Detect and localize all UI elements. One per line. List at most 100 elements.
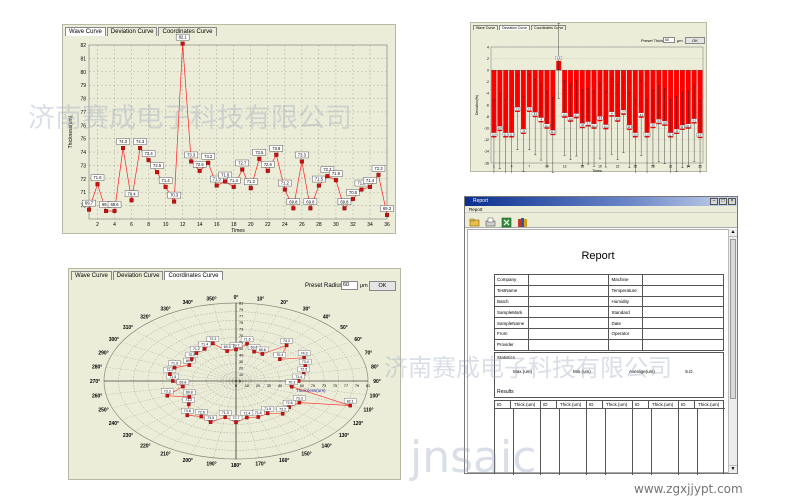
x-tick-label: 18 xyxy=(231,222,237,228)
books-icon[interactable] xyxy=(517,215,528,227)
polar-spoke xyxy=(235,321,321,382)
y-tick-label: 2 xyxy=(487,57,489,61)
tab-coordinates-curve[interactable]: Coordinates Curve xyxy=(164,271,223,280)
data-label: 82.1 xyxy=(179,35,188,40)
preset-thick-ok-button[interactable]: OK xyxy=(685,37,705,44)
y-tick-label: 73 xyxy=(80,163,86,169)
data-point xyxy=(155,170,160,175)
x-tick-label: 25 xyxy=(634,165,638,169)
x-tick-label: 32 xyxy=(350,222,356,228)
data-label-box xyxy=(380,205,394,212)
data-point xyxy=(350,196,355,201)
minimize-icon[interactable]: – xyxy=(710,198,718,205)
data-point xyxy=(172,366,177,370)
stat-max: Max.(um) xyxy=(513,369,532,374)
data-point xyxy=(256,415,260,419)
report-title-bar[interactable]: Report – □ × xyxy=(465,197,737,206)
report-scrollbar[interactable]: ▲ ▼ xyxy=(728,229,737,473)
y-axis-label: Thickness(um) xyxy=(68,115,74,148)
tab-coordinates-curve[interactable]: Coordinates Curve xyxy=(531,25,567,30)
data-label: 74.3 xyxy=(301,352,308,356)
results-thick-header: Thick.(um) xyxy=(606,401,628,407)
polar-spoke xyxy=(134,330,237,382)
data-label-box xyxy=(337,198,352,205)
report-info-row: From Operator xyxy=(494,327,724,340)
results-column: ID Thick.(um) xyxy=(541,400,587,475)
angle-label: 10° xyxy=(257,296,265,302)
tab-wave-curve[interactable]: Wave Curve xyxy=(65,27,106,36)
angle-label: 120° xyxy=(353,421,363,427)
data-label: 70.5 xyxy=(188,353,195,357)
preset-thick-input[interactable]: 60 xyxy=(663,37,675,43)
report-field-label: Company xyxy=(494,274,529,286)
data-label: 69.8 xyxy=(340,199,349,204)
polar-spoke xyxy=(235,380,361,408)
scroll-up-icon[interactable]: ▲ xyxy=(729,229,737,237)
excel-export-icon[interactable] xyxy=(501,215,512,228)
r-axis-label: Thickness(um) xyxy=(296,388,326,393)
results-header-row: ID Thick.(um) xyxy=(587,400,632,409)
data-point xyxy=(180,41,185,46)
data-label: -11 xyxy=(522,130,526,133)
tab-wave-curve[interactable]: Wave Curve xyxy=(71,271,112,280)
data-point xyxy=(234,420,238,425)
y-tick-label: 0 xyxy=(487,69,489,73)
data-label: 74.3 xyxy=(136,139,145,144)
data-label-box xyxy=(661,120,669,125)
x-tick-label: 30 xyxy=(333,222,339,228)
scroll-thumb[interactable] xyxy=(730,239,736,399)
data-label: 73.5 xyxy=(255,150,264,155)
data-label-box xyxy=(107,201,122,208)
data-label-box xyxy=(240,336,254,343)
data-label: 73.5 xyxy=(207,416,214,420)
report-field-value xyxy=(527,317,610,329)
tab-deviation-curve[interactable]: Deviation Curve xyxy=(106,27,158,36)
report-menu-item[interactable]: Report xyxy=(469,207,483,212)
report-field-value xyxy=(642,306,724,319)
report-field-label: SampleName xyxy=(494,317,529,329)
data-label-box xyxy=(116,138,130,145)
data-label: 71.8 xyxy=(255,411,262,415)
scroll-down-icon[interactable]: ▼ xyxy=(729,465,737,472)
tab-wave-curve[interactable]: Wave Curve xyxy=(473,25,499,30)
data-label: 72.6 xyxy=(264,162,273,167)
polar-spoke xyxy=(105,380,237,395)
y-tick-label: 81 xyxy=(80,56,86,62)
x-tick-label: 10 xyxy=(163,222,169,228)
results-column-divider xyxy=(513,409,514,475)
print-icon[interactable] xyxy=(485,215,496,227)
open-folder-icon[interactable] xyxy=(469,215,480,227)
data-label: -9.2 xyxy=(692,120,697,123)
data-label-box xyxy=(220,344,234,350)
report-toolbar xyxy=(465,213,737,228)
data-label-box xyxy=(167,191,181,199)
angle-label: 50° xyxy=(340,325,348,331)
data-label-box xyxy=(195,409,208,415)
report-info-row: SampleMark Standard xyxy=(494,306,724,319)
tab-deviation-curve[interactable]: Deviation Curve xyxy=(112,271,164,280)
close-icon[interactable]: × xyxy=(728,198,736,205)
data-label-box xyxy=(637,112,645,117)
data-point xyxy=(245,415,249,420)
data-point xyxy=(290,385,294,389)
r-tick-label: 70 xyxy=(239,334,243,338)
maximize-icon[interactable]: □ xyxy=(719,198,727,205)
data-label-box xyxy=(549,130,557,134)
preset-radius-input[interactable]: 60 xyxy=(341,281,358,290)
coordinates-tab-bar: Wave Curve Deviation Curve Coordinates C… xyxy=(71,271,224,280)
data-point xyxy=(342,206,347,211)
data-label: 71.5 xyxy=(264,407,271,411)
preset-thick-unit: μm xyxy=(677,38,683,43)
stat-min: Min.(um) xyxy=(573,369,591,374)
tab-coordinates-curve[interactable]: Coordinates Curve xyxy=(158,27,217,36)
angle-label: 0° xyxy=(234,295,239,301)
report-field-value xyxy=(527,274,610,286)
data-point xyxy=(348,403,352,408)
data-label: 74.3 xyxy=(283,339,290,343)
angle-label: 110° xyxy=(363,408,373,414)
r-tick-label: 70 xyxy=(311,384,315,388)
tab-deviation-curve[interactable]: Deviation Curve xyxy=(499,25,531,30)
preset-radius-label: Preset Radius: xyxy=(305,283,345,289)
preset-radius-ok-button[interactable]: OK xyxy=(369,281,396,291)
